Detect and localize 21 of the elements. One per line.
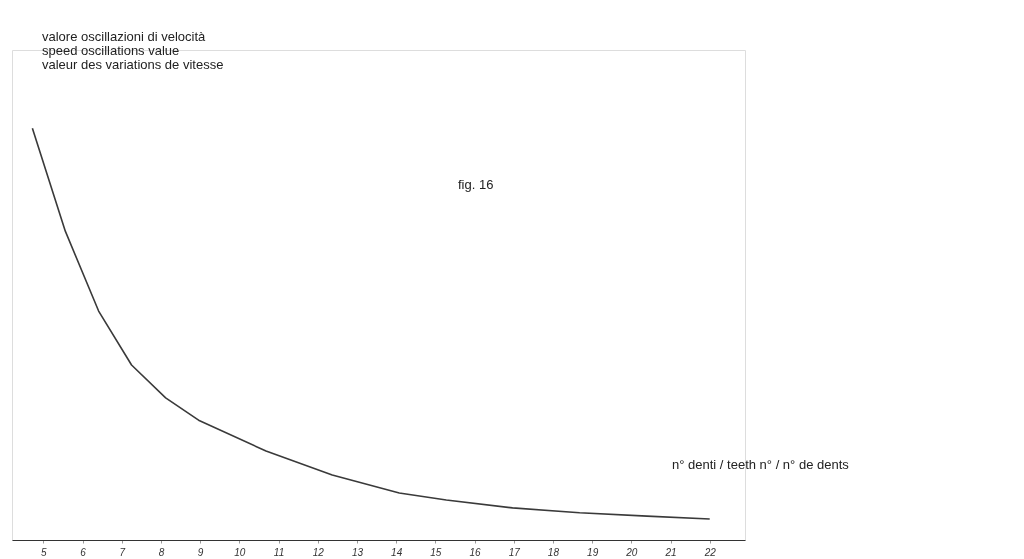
x-tick-label: 11 xyxy=(273,546,285,558)
x-tick-label: 10 xyxy=(234,546,246,558)
x-tick-label: 8 xyxy=(158,546,165,558)
x-tick-label: 19 xyxy=(587,546,599,558)
x-tick-label: 14 xyxy=(391,546,403,558)
y-axis-title: valore oscillazioni di velocità speed oscillations value valeur des variations de vitesse xyxy=(42,29,224,72)
x-tick-label: 13 xyxy=(351,546,364,558)
x-tick-label: 22 xyxy=(703,546,717,558)
x-tick-label: 20 xyxy=(625,546,638,558)
x-tick-label: 17 xyxy=(508,546,521,558)
x-tick-label: 7 xyxy=(119,546,126,558)
x-tick-label: 18 xyxy=(547,546,560,558)
x-tick-label: 6 xyxy=(80,546,87,558)
x-tick-label: 5 xyxy=(41,546,48,558)
x-tick-label: 15 xyxy=(430,546,442,558)
annotation: fig. 16 xyxy=(458,177,494,192)
x-tick-label: 9 xyxy=(197,546,204,558)
x-tick-label: 16 xyxy=(469,546,482,558)
x-axis-title: n° denti / teeth n° / n° de dents xyxy=(672,457,850,472)
x-tick-label: 21 xyxy=(664,546,677,558)
x-tick-label: 12 xyxy=(312,546,325,558)
